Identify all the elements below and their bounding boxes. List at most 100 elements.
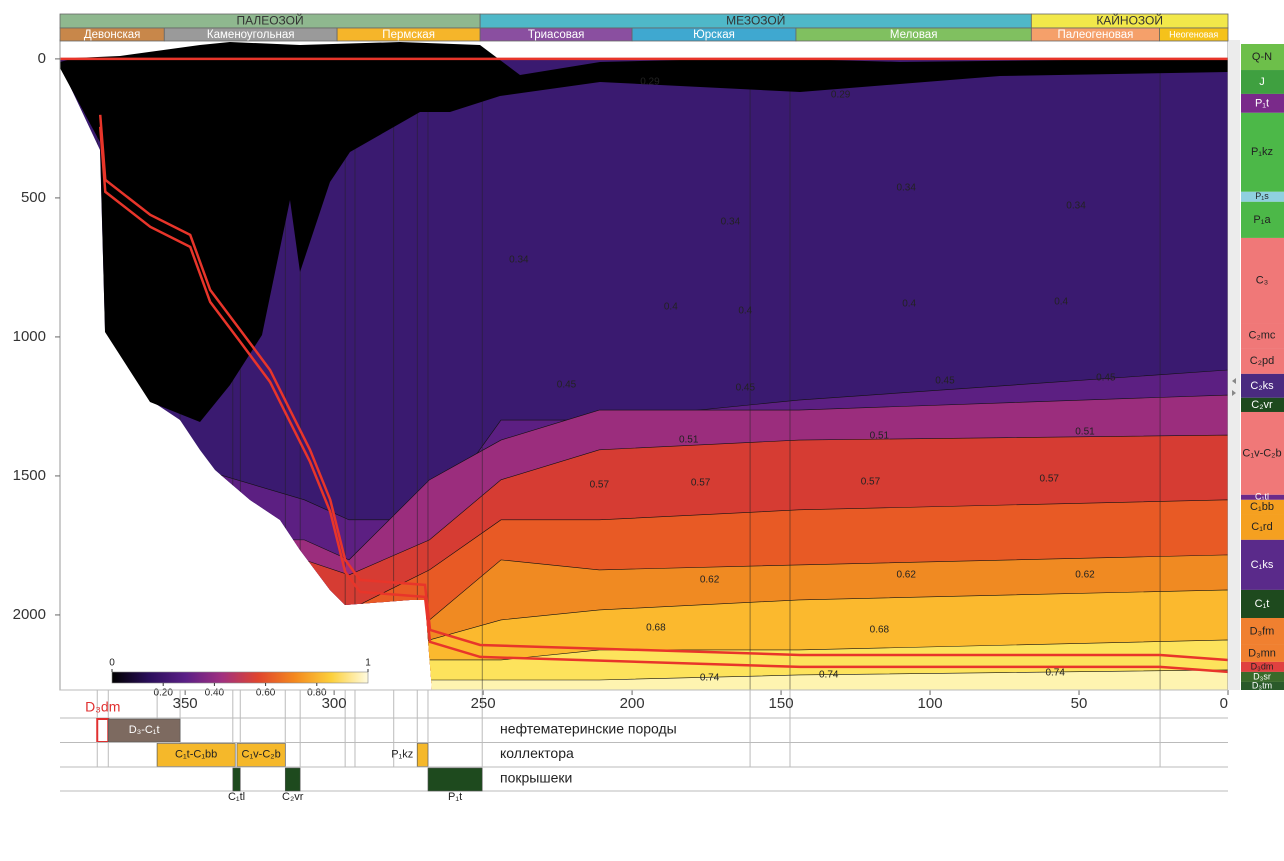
event-label: C₁tl xyxy=(228,791,245,803)
contour-label: 0.34 xyxy=(1066,201,1086,212)
contour-label: 0.29 xyxy=(640,77,660,88)
event-label: C₂vr xyxy=(282,791,304,803)
contour-label: 0.4 xyxy=(902,298,916,309)
formation-cell xyxy=(1241,348,1284,374)
formation-cell xyxy=(1241,494,1284,500)
event-box xyxy=(284,767,301,792)
formation-label: D₃fm xyxy=(1250,625,1275,637)
horizon-line xyxy=(98,126,1229,674)
formation-cell xyxy=(1241,589,1284,618)
event-label: C₁t-C₁bb xyxy=(175,748,217,760)
era-label: МЕЗОЗОЙ xyxy=(726,13,785,28)
formation-label: P₁a xyxy=(1253,214,1271,226)
row-label: нефтематеринские породы xyxy=(500,721,677,737)
formation-cell xyxy=(1241,237,1284,324)
x-tick-label: 350 xyxy=(173,695,198,712)
event-label: D₃-C₁t xyxy=(129,724,160,736)
period-cell xyxy=(1159,27,1229,42)
period-label: Меловая xyxy=(890,29,938,41)
formation-label: C₂pd xyxy=(1250,355,1274,367)
contour-label: 0.34 xyxy=(896,183,916,194)
y-tick-label: 1500 xyxy=(13,467,46,484)
formation-label: C₂mc xyxy=(1249,329,1276,341)
scroll-strip xyxy=(1228,40,1240,690)
formation-label: C₁rd xyxy=(1251,521,1272,533)
contour-label: 0.34 xyxy=(509,255,529,266)
event-box xyxy=(96,718,110,743)
contour-label: 0.4 xyxy=(1054,297,1068,308)
y-tick-label: 0 xyxy=(38,50,46,67)
formation-label: C₂vr xyxy=(1251,399,1273,411)
event-box xyxy=(416,743,429,767)
contour-label: 0.51 xyxy=(1075,427,1095,438)
formation-label: P₁kz xyxy=(1251,146,1273,158)
colorbar-tick-label: 0.60 xyxy=(256,688,276,699)
formation-cell xyxy=(1241,70,1284,94)
scroll-arrows[interactable] xyxy=(1232,378,1236,396)
period-label: Неогеновая xyxy=(1169,29,1218,39)
formation-cell xyxy=(1241,671,1284,682)
contour-label: 0.51 xyxy=(679,435,699,446)
formation-cell xyxy=(1241,373,1284,398)
y-tick-label: 500 xyxy=(21,189,46,206)
colorbar-end-label: 0 xyxy=(109,658,115,669)
y-tick-label: 1000 xyxy=(13,328,46,345)
period-label: Девонская xyxy=(84,29,141,41)
formation-label: P₁t xyxy=(1255,97,1269,109)
formation-cell xyxy=(1241,191,1284,202)
formation-label: Q-N xyxy=(1252,51,1272,63)
event-label: P₁t xyxy=(448,791,462,803)
x-tick-label: 50 xyxy=(1071,695,1088,712)
formation-label: C₁ks xyxy=(1251,559,1274,571)
formation-label: D₃dm xyxy=(1251,661,1274,671)
formation-cell xyxy=(1241,644,1284,662)
contour-label: 0.45 xyxy=(557,380,577,391)
formation-label: C₁bb xyxy=(1250,501,1274,513)
contour-label: 0.68 xyxy=(870,625,890,636)
period-label: Палеогеновая xyxy=(1057,29,1133,41)
x-tick-label: 200 xyxy=(620,695,645,712)
formation-label: C₁v-C₂b xyxy=(1242,447,1281,459)
x-tick-label: 0 xyxy=(1220,695,1228,712)
colorbar xyxy=(111,671,369,684)
period-label: Каменоугольная xyxy=(207,29,295,41)
formation-label: C₂ks xyxy=(1250,380,1274,392)
x-tick-label: 300 xyxy=(322,695,347,712)
formation-cell xyxy=(1241,539,1284,590)
formation-cell xyxy=(1241,397,1284,412)
x-tick-label: 250 xyxy=(471,695,496,712)
period-label: Триасовая xyxy=(528,29,584,41)
contour-label: 0.45 xyxy=(935,375,955,386)
low-maturity-cover xyxy=(60,42,1228,422)
formation-label: C₁t xyxy=(1255,598,1270,610)
colorbar-end-label: 1 xyxy=(365,658,371,669)
row-label: коллектора xyxy=(500,745,574,761)
contour-label: 0.45 xyxy=(1096,372,1116,383)
maturity-layer xyxy=(60,669,1228,690)
contour-label: 0.29 xyxy=(831,89,851,100)
formation-cell xyxy=(1241,514,1284,540)
contour-label: 0.57 xyxy=(590,479,610,490)
contour-label: 0.62 xyxy=(1075,570,1095,581)
formation-cell xyxy=(1241,93,1284,113)
y-tick-label: 2000 xyxy=(13,606,46,623)
formation-cell xyxy=(1241,499,1284,515)
row-label: покрышеки xyxy=(500,770,572,786)
contour-label: 0.62 xyxy=(700,575,720,586)
contour-label: 0.74 xyxy=(700,673,720,684)
formation-label: P₁s xyxy=(1255,191,1269,201)
period-label: Пермская xyxy=(382,29,435,41)
contour-label: 0.62 xyxy=(896,570,916,581)
period-label: Юрская xyxy=(693,29,735,41)
colorbar-tick-label: 0.20 xyxy=(153,688,173,699)
colorbar-tick-label: 0.40 xyxy=(205,688,225,699)
formation-cell xyxy=(1241,617,1284,645)
formation-cell xyxy=(1241,323,1284,349)
formation-label: C₃ xyxy=(1256,274,1268,286)
contour-label: 0.57 xyxy=(1039,474,1059,485)
formation-cell xyxy=(1241,44,1284,71)
event-label: D₃dm xyxy=(85,699,120,715)
x-tick-label: 100 xyxy=(918,695,943,712)
